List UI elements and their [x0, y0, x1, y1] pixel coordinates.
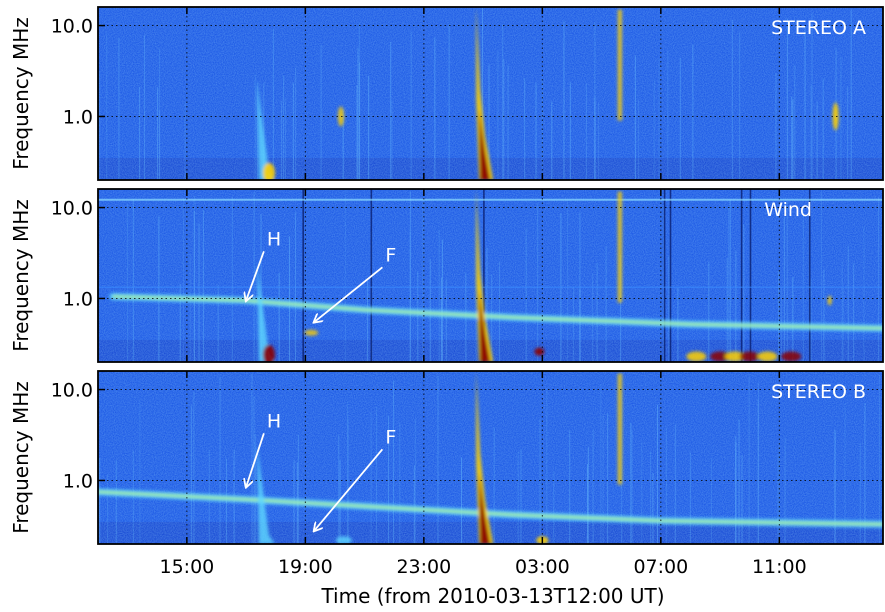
panel-label-wind: Wind [764, 199, 812, 221]
y-axis-label: Frequency MHz [9, 17, 33, 169]
y-tick-label: 10.0 [51, 16, 93, 38]
y-axis-label: Frequency MHz [9, 199, 33, 351]
x-tick-label: 15:00 [159, 556, 214, 578]
panel-stereo-a: 10.0 1.0 Frequency MHz STEREO A [9, 6, 884, 181]
y-tick-label: 1.0 [63, 288, 93, 310]
panel-stereo-b: 10.0 1.0 Frequency MHz STEREO B H F [9, 370, 884, 545]
x-tick-label: 19:00 [278, 556, 333, 578]
annotation-label-f: F [385, 244, 396, 266]
annotation-arrow-f [314, 448, 384, 530]
annotation-arrow-f [314, 266, 383, 322]
x-axis-label: Time (from 2010-03-13T12:00 UT) [320, 584, 664, 608]
x-tick-label: 07:00 [633, 556, 688, 578]
x-tick-label: 03:00 [515, 556, 570, 578]
y-tick-label: 10.0 [51, 380, 93, 402]
y-tick-label: 1.0 [63, 106, 93, 128]
panel-label-stereo-b: STEREO B [771, 381, 866, 403]
annotation-arrow-h [246, 251, 265, 300]
panel-label-stereo-a: STEREO A [771, 17, 866, 39]
annotation-arrow-h [246, 433, 265, 487]
panel-frame [97, 370, 884, 545]
annotation-label-h: H [267, 228, 281, 250]
x-tick-label: 11:00 [752, 556, 807, 578]
y-tick-label: 10.0 [51, 198, 93, 220]
panel-frame [97, 6, 884, 181]
annotation-label-f: F [385, 426, 396, 448]
y-tick-label: 1.0 [63, 470, 93, 492]
annotation-label-h: H [267, 410, 281, 432]
panel-frame [97, 188, 884, 363]
panel-wind: 10.0 1.0 Frequency MHz Wind H F [9, 188, 884, 363]
y-axis-label: Frequency MHz [9, 381, 33, 533]
x-tick-label: 23:00 [396, 556, 451, 578]
